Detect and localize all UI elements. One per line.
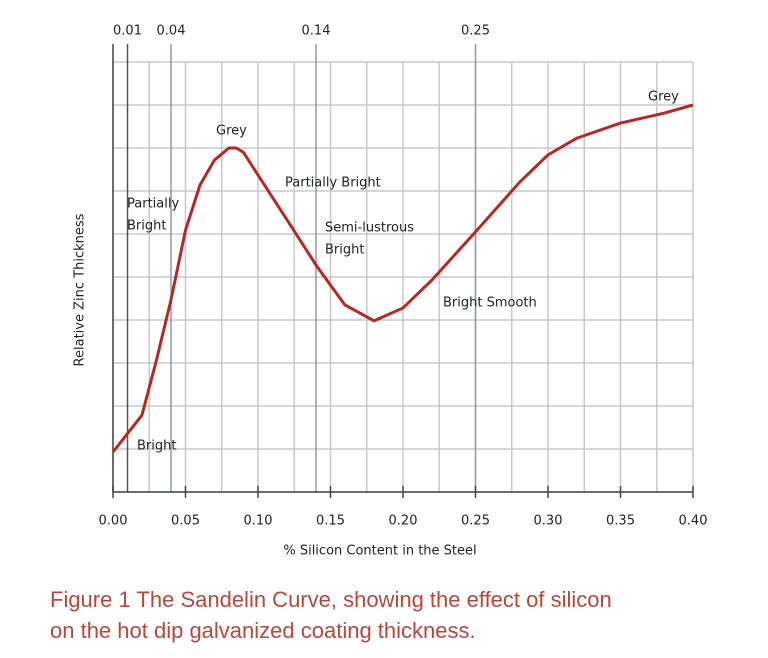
top-tick-label: 0.25 [461,24,490,39]
caption: on the hot dip galvanized coating thickn… [50,618,476,643]
x-tick-label: 0.20 [389,514,418,529]
caption: Figure 1 The Sandelin Curve, showing the… [50,587,612,612]
annotation: Grey [216,124,247,139]
x-tick-label: 0.30 [534,514,563,529]
x-tick-label: 0.15 [316,514,345,529]
x-tick-label: 0.10 [244,514,273,529]
top-tick-label: 0.01 [113,24,142,39]
annotation: Partially Bright [285,176,381,191]
annotation: Bright Smooth [443,296,537,311]
annotation: Bright [137,439,176,454]
annotation: Partially [127,197,179,212]
y-axis-label: Relative Zinc Thickness [73,213,88,366]
x-tick-label: 0.05 [171,514,200,529]
x-tick-label: 0.35 [606,514,635,529]
curve [111,103,694,453]
x-tick-label: 0.40 [679,514,708,529]
top-tick-label: 0.04 [157,24,186,39]
annotation: Bright [325,243,364,258]
x-tick-label: 0.00 [99,514,128,529]
annotation: Bright [127,219,166,234]
x-axis-label: % Silicon Content in the Steel [283,544,476,559]
annotation: Semi-lustrous [325,221,414,236]
x-tick-label: 0.25 [461,514,490,529]
annotation: Grey [648,90,679,105]
top-tick-label: 0.14 [302,24,331,39]
